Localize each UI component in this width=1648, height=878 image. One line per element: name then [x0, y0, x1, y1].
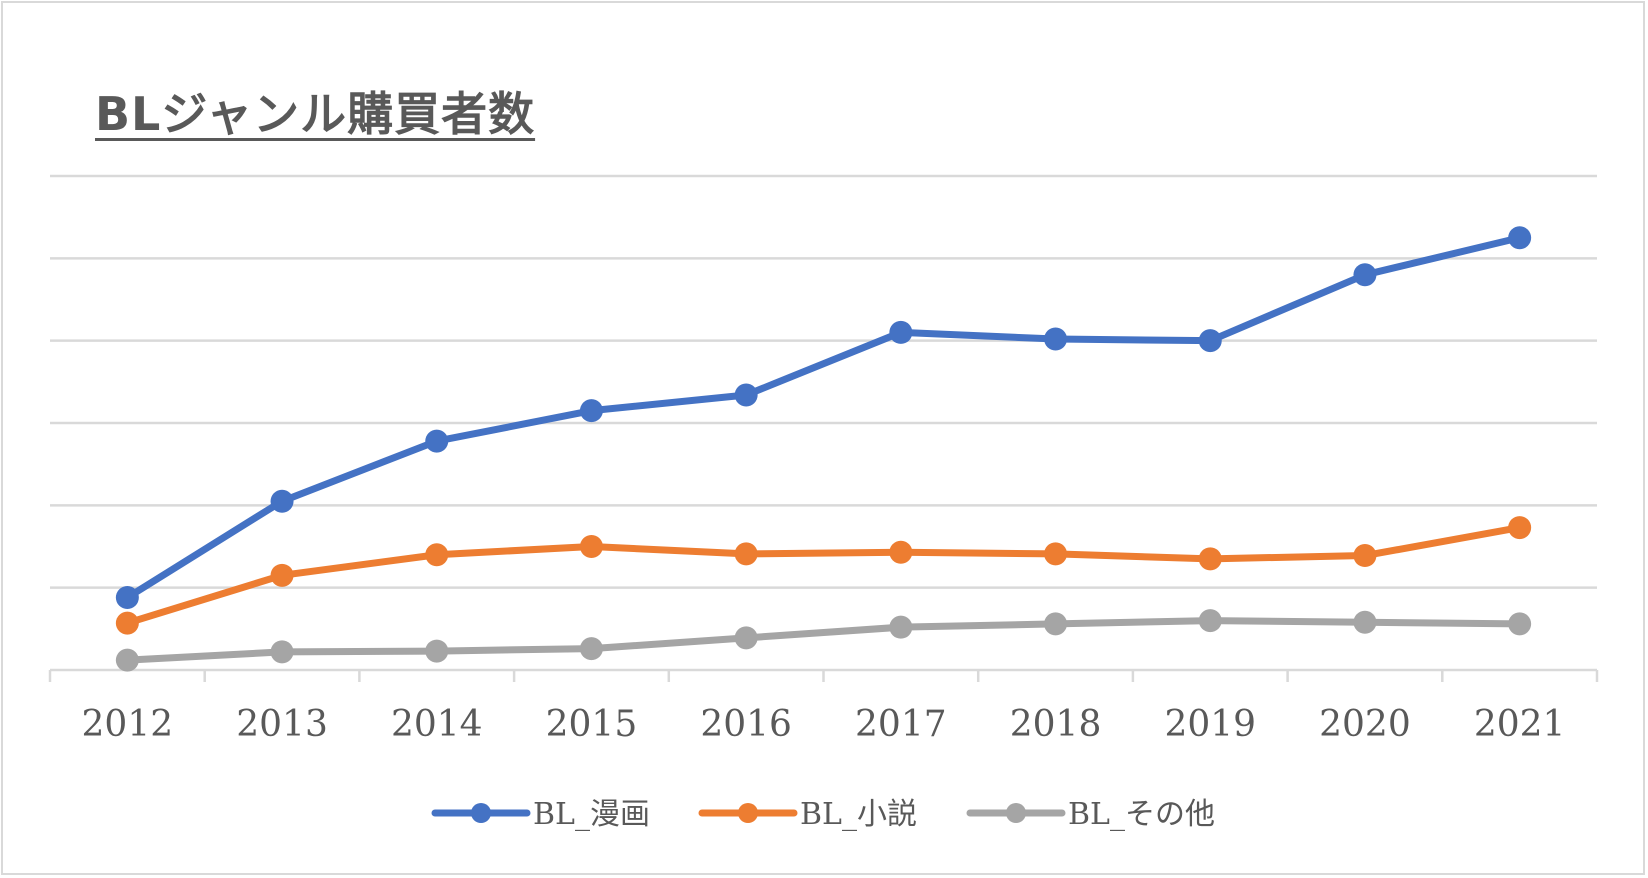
data-point [1198, 609, 1222, 633]
series-3 [115, 609, 1532, 672]
legend-swatch-marker [738, 803, 758, 823]
data-point [115, 648, 139, 672]
gridlines [50, 174, 1597, 589]
legend-label: BL_その他 [1068, 797, 1215, 832]
series-line [123, 234, 1524, 602]
x-axis: 2012 2013 2014 2015 2016 2017 2018 2019 2020 2021 [48, 668, 1599, 745]
data-point [1353, 544, 1377, 568]
data-point [734, 626, 758, 650]
data-point [579, 637, 603, 661]
data-point [425, 639, 449, 663]
series-line [123, 524, 1524, 627]
x-tick-label: 2019 [1164, 704, 1256, 745]
data-point [1353, 610, 1377, 634]
data-point [1198, 329, 1222, 353]
data-point [1508, 516, 1532, 540]
data-point [579, 399, 603, 423]
data-point [1508, 612, 1532, 636]
data-point [425, 543, 449, 567]
legend-item: BL_その他 [966, 797, 1215, 832]
data-point [1198, 547, 1222, 571]
data-point [1353, 263, 1377, 287]
x-tick-label: 2015 [546, 704, 638, 745]
data-point [889, 540, 913, 564]
series-2 [115, 516, 1532, 635]
data-point [1508, 226, 1532, 250]
data-point [425, 429, 449, 453]
data-point [889, 320, 913, 344]
x-tick-label: 2018 [1010, 704, 1102, 745]
data-point [115, 611, 139, 635]
x-tick-label: 2016 [700, 704, 792, 745]
x-tick-label: 2012 [82, 704, 174, 745]
legend-label: BL_小説 [800, 797, 917, 832]
data-point [270, 563, 294, 587]
legend-swatch-marker [1006, 803, 1026, 823]
legend-label: BL_漫画 [533, 797, 650, 832]
x-tick-label: 2014 [391, 704, 483, 745]
series-lines [115, 226, 1532, 672]
data-point [1044, 612, 1068, 636]
data-point [579, 535, 603, 558]
data-point [734, 542, 758, 566]
chart-title: BLジャンル購買者数 [95, 87, 536, 141]
legend-item: BL_漫画 [431, 797, 650, 832]
data-point [115, 586, 139, 610]
data-point [734, 383, 758, 407]
x-tick-label: 2021 [1474, 704, 1566, 745]
data-point [270, 489, 294, 513]
x-tick-label: 2013 [236, 704, 328, 745]
data-point [270, 640, 294, 664]
legend: BL_漫画 BL_小説 BL_その他 [431, 797, 1215, 832]
legend-item: BL_小説 [698, 797, 917, 832]
x-tick-label: 2017 [855, 704, 947, 745]
data-point [1044, 327, 1068, 351]
data-point [1044, 542, 1068, 566]
series-line [123, 617, 1524, 664]
x-tick-label: 2020 [1319, 704, 1411, 745]
data-point [889, 615, 913, 639]
legend-swatch-marker [471, 803, 491, 823]
series-1 [115, 226, 1532, 610]
